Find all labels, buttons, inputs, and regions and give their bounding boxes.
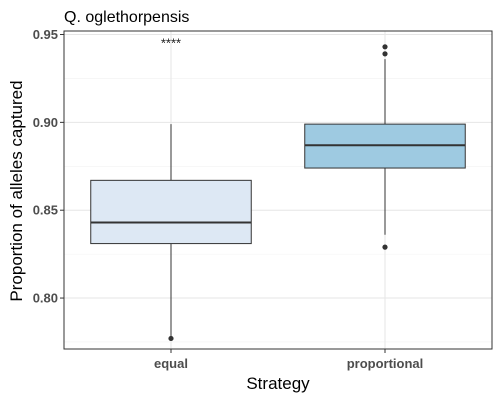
x-axis-title: Strategy: [246, 374, 310, 393]
outlier-point: [168, 335, 174, 342]
y-tick-label: 0.95: [33, 27, 58, 42]
y-tick-label: 0.90: [33, 115, 58, 130]
x-tick-label: equal: [154, 356, 188, 371]
box-proportional: [304, 44, 466, 250]
panel-border: [63, 30, 493, 350]
outlier-point: [382, 244, 388, 250]
boxplots: [90, 44, 466, 342]
y-tick-label: 0.85: [33, 203, 58, 218]
annotations: ****: [161, 36, 181, 51]
y-axis-title: Proportion of alleles captured: [7, 80, 26, 301]
x-tick-label: proportional: [347, 356, 424, 371]
outlier-point: [382, 44, 388, 50]
chart-title: Q. oglethorpensis: [64, 9, 189, 26]
box-body: [90, 179, 252, 245]
significance-annotation: ****: [161, 36, 181, 51]
box-equal: [90, 124, 252, 342]
y-tick-label: 0.80: [33, 291, 58, 306]
x-axis: equal proportional: [154, 349, 423, 371]
y-axis: 0.80 0.85 0.90 0.95: [33, 27, 64, 306]
outlier-point: [382, 51, 388, 57]
